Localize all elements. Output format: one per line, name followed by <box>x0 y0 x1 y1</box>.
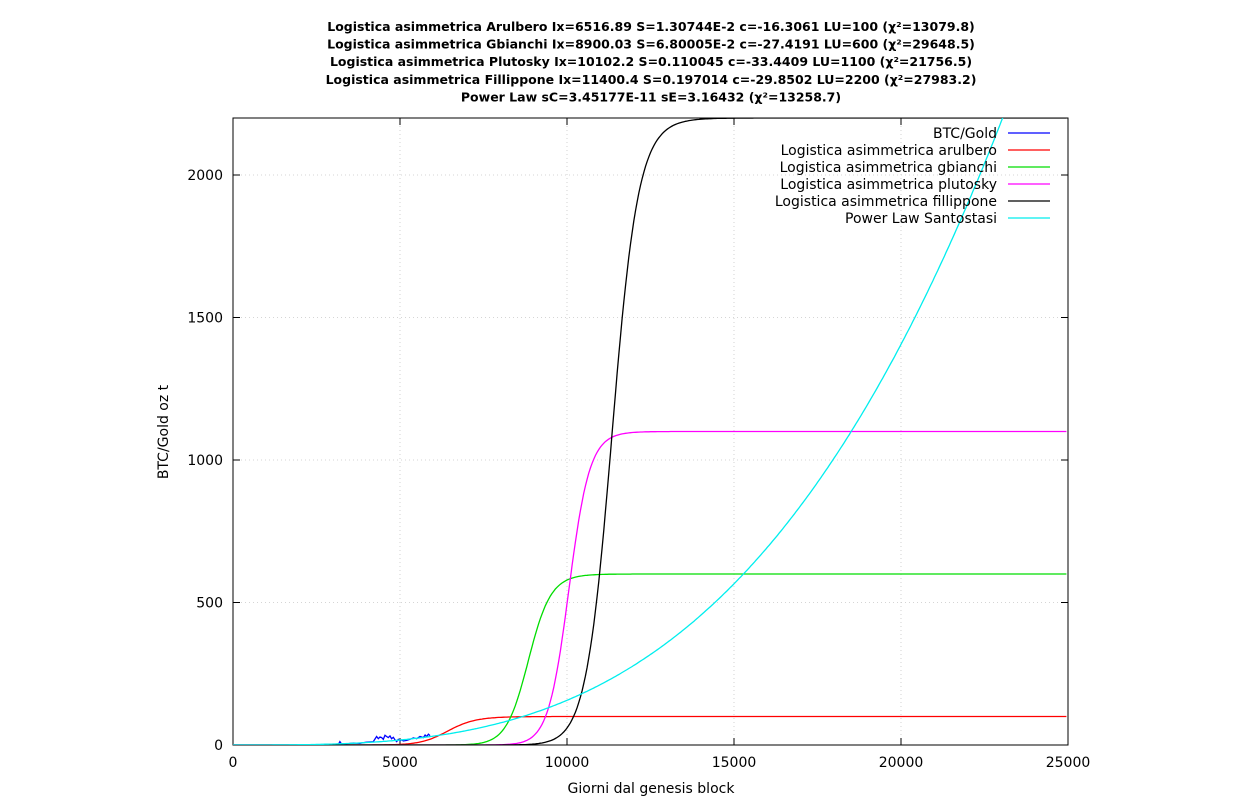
x-tick-label: 25000 <box>1046 755 1091 771</box>
chart-title: Logistica asimmetrica Arulbero Ix=6516.8… <box>326 19 977 104</box>
x-tick-label: 20000 <box>879 755 924 771</box>
y-axis-label: BTC/Gold oz t <box>156 384 172 479</box>
x-tick-label: 5000 <box>382 755 418 771</box>
series-line-4 <box>233 118 1067 745</box>
x-tick-label: 0 <box>229 755 238 771</box>
legend-label: Logistica asimmetrica gbianchi <box>780 160 997 176</box>
title-line: Logistica asimmetrica Fillippone Ix=1140… <box>326 72 977 87</box>
x-tick-label: 15000 <box>712 755 757 771</box>
grid <box>233 118 1068 745</box>
series-line-1 <box>233 715 1067 745</box>
y-tick-label: 1000 <box>187 453 223 469</box>
y-tick-label: 500 <box>196 596 223 612</box>
series-lines <box>233 118 1067 745</box>
legend-label: Power Law Santostasi <box>845 211 997 227</box>
series-line-2 <box>233 573 1067 745</box>
legend-label: Logistica asimmetrica fillippone <box>775 194 997 210</box>
y-tick-label: 2000 <box>187 168 223 184</box>
y-tick-label: 1500 <box>187 311 223 327</box>
legend-label: Logistica asimmetrica arulbero <box>781 143 997 159</box>
legend-label: BTC/Gold <box>933 126 997 142</box>
y-tick-label: 0 <box>214 738 223 754</box>
x-tick-label: 10000 <box>545 755 590 771</box>
series-line-5 <box>233 118 1004 745</box>
series-line-3 <box>233 430 1067 745</box>
x-axis-label: Giorni dal genesis block <box>568 781 736 797</box>
title-line: Logistica asimmetrica Arulbero Ix=6516.8… <box>327 19 975 34</box>
axis-ticks: 0 5000 10000 15000 20000 25000 0 500 1000 1500 200… <box>187 118 1090 771</box>
title-line: Logistica asimmetrica Gbianchi Ix=8900.0… <box>327 37 975 52</box>
plot-frame <box>232 117 1069 746</box>
title-line: Power Law sC=3.45177E-11 sE=3.16432 (χ²=… <box>461 89 841 104</box>
legend-label: Logistica asimmetrica plutosky <box>780 177 997 193</box>
title-line: Logistica asimmetrica Plutosky Ix=10102.… <box>330 54 972 69</box>
